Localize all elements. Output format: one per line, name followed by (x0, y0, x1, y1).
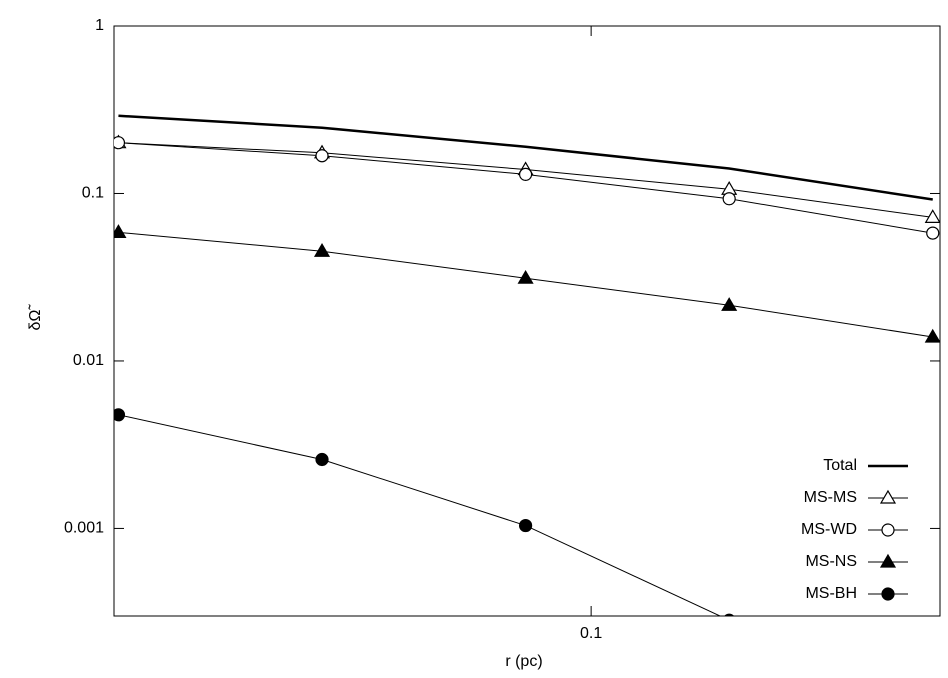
marker (722, 192, 736, 206)
marker (721, 297, 738, 311)
plot-frame (113, 25, 941, 617)
marker (313, 243, 331, 257)
series-line (118, 414, 722, 616)
marker (879, 553, 897, 568)
legend-label: MS-MS (804, 489, 857, 506)
x-axis-label: r (pc) (505, 653, 542, 670)
legend-label: MS-WD (801, 521, 857, 538)
x-tick-label: 0.1 (580, 625, 602, 642)
marker (881, 523, 895, 537)
y-tick-label: 0.01 (73, 352, 104, 369)
marker (517, 270, 534, 284)
series-line (118, 114, 933, 201)
legend-label: MS-NS (805, 553, 857, 570)
marker (114, 224, 127, 238)
y-tick-label: 1 (95, 17, 104, 34)
marker (926, 226, 940, 240)
y-tick-label: 0.1 (82, 185, 104, 202)
marker (924, 209, 940, 223)
plot-area (114, 114, 940, 616)
marker (114, 408, 126, 422)
y-tick-label: 0.001 (64, 520, 104, 537)
series-line (118, 142, 933, 234)
y-axis-label: δΩ̃ (27, 304, 44, 331)
marker (924, 328, 940, 343)
marker (315, 149, 329, 163)
legend-label: MS-BH (805, 585, 857, 602)
marker (879, 489, 897, 504)
marker (315, 452, 329, 467)
legend-label: Total (823, 457, 857, 474)
series-line (118, 231, 933, 338)
marker (518, 167, 533, 181)
marker (881, 587, 895, 601)
marker (114, 136, 126, 150)
marker (724, 613, 735, 616)
marker (518, 518, 533, 533)
